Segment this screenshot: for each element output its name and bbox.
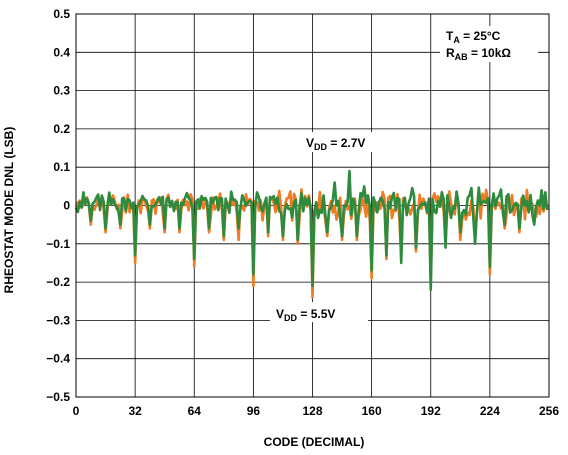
x-tick-label: 128: [302, 404, 322, 418]
x-tick-label: 0: [73, 404, 80, 418]
y-tick-label: −0.5: [46, 390, 70, 404]
tick-labels: 0 32 64 96 128 160 192 224 2560.50.40.30.20.10−0…: [46, 7, 559, 418]
x-axis-label: CODE (DECIMAL): [264, 435, 365, 449]
y-tick-label: 0: [63, 199, 70, 213]
annotation-vdd27: VDD = 2.7V: [306, 136, 365, 152]
conditions-bg: [440, 26, 538, 62]
series-line-vdd27: [74, 169, 549, 292]
y-tick-label: −0.2: [46, 275, 70, 289]
series-layer: [74, 169, 549, 299]
y-axis-label: RHEOSTAT MODE DNL (LSB): [2, 127, 16, 294]
x-tick-label: 256: [539, 404, 559, 418]
x-tick-label: 32: [128, 404, 142, 418]
y-tick-label: 0.5: [53, 7, 70, 21]
annotation-vdd27-bg: [302, 132, 394, 152]
annotation-rab: RAB = 10kΩ: [446, 46, 511, 62]
y-tick-label: −0.3: [46, 313, 70, 327]
x-tick-label: 160: [362, 404, 382, 418]
y-tick-label: 0.2: [53, 122, 70, 136]
x-tick-label: 224: [480, 404, 500, 418]
y-tick-label: 0.1: [53, 160, 70, 174]
plot-frame: [75, 13, 550, 398]
annotation-ta: TA = 25°C: [446, 29, 501, 45]
x-tick-label: 192: [421, 404, 441, 418]
y-tick-label: 0.4: [53, 45, 70, 59]
annotation-vdd55-bg: [270, 302, 368, 322]
y-tick-label: −0.1: [46, 237, 70, 251]
x-tick-label: 64: [188, 404, 202, 418]
x-tick-label: 96: [247, 404, 261, 418]
y-tick-label: −0.4: [46, 352, 70, 366]
y-tick-label: 0.3: [53, 84, 70, 98]
annotation-vdd55: VDD = 5.5V: [276, 307, 335, 323]
